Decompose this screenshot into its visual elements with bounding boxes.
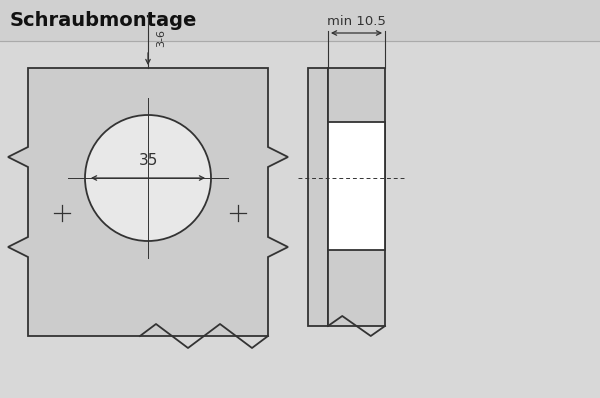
Bar [0, 0, 600, 41]
Text: min 10.5: min 10.5 [327, 15, 386, 28]
Polygon shape [8, 68, 288, 336]
Circle shape [85, 115, 211, 241]
Text: Schraubmontage: Schraubmontage [10, 10, 197, 29]
Text: 35: 35 [139, 153, 158, 168]
Bar [328, 68, 385, 326]
Bar [308, 68, 328, 326]
Bar [328, 122, 385, 250]
Text: 3-6: 3-6 [156, 29, 166, 47]
